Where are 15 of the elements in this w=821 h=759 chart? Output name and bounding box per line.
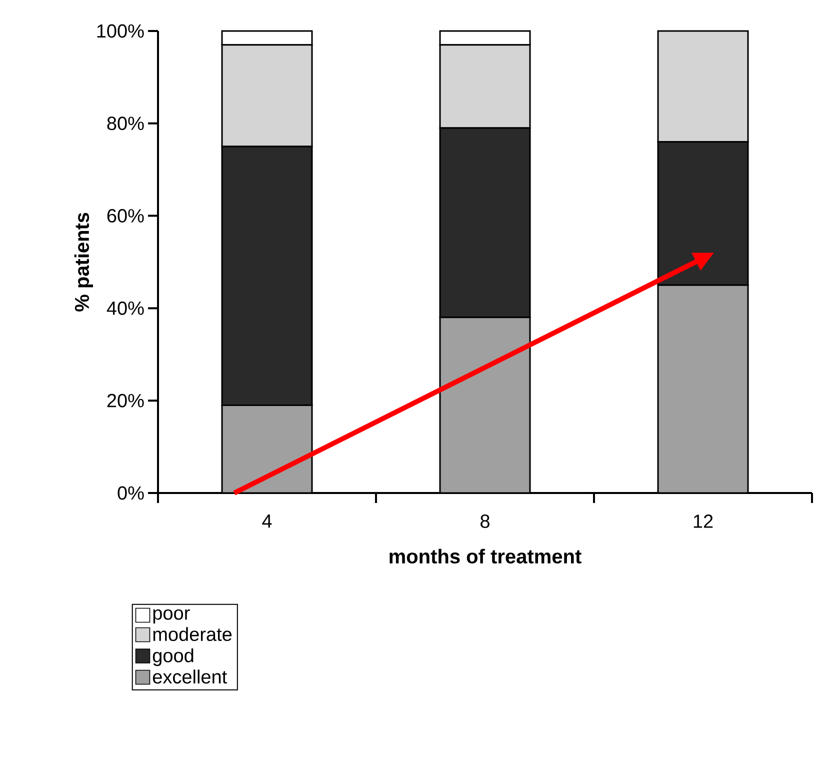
x-tick-label: 4 (262, 514, 272, 528)
x-tick-label: 12 (694, 514, 713, 528)
y-tick-label: 80% (107, 116, 144, 130)
legend-label: good (152, 648, 194, 666)
x-axis-title: months of treatment (390, 548, 582, 564)
legend-label: moderate (153, 627, 232, 642)
y-tick-label: 100% (97, 24, 144, 38)
y-tick-label: 60% (107, 209, 144, 223)
y-axis-title: % patients (74, 212, 94, 312)
y-tick-label: 40% (106, 301, 144, 315)
legend-label: poor (153, 609, 190, 624)
legend-label: excellent (152, 670, 227, 684)
x-tick-label: 8 (480, 514, 490, 528)
y-tick-label: 20% (107, 394, 144, 408)
y-tick-label: 0% (118, 486, 144, 500)
